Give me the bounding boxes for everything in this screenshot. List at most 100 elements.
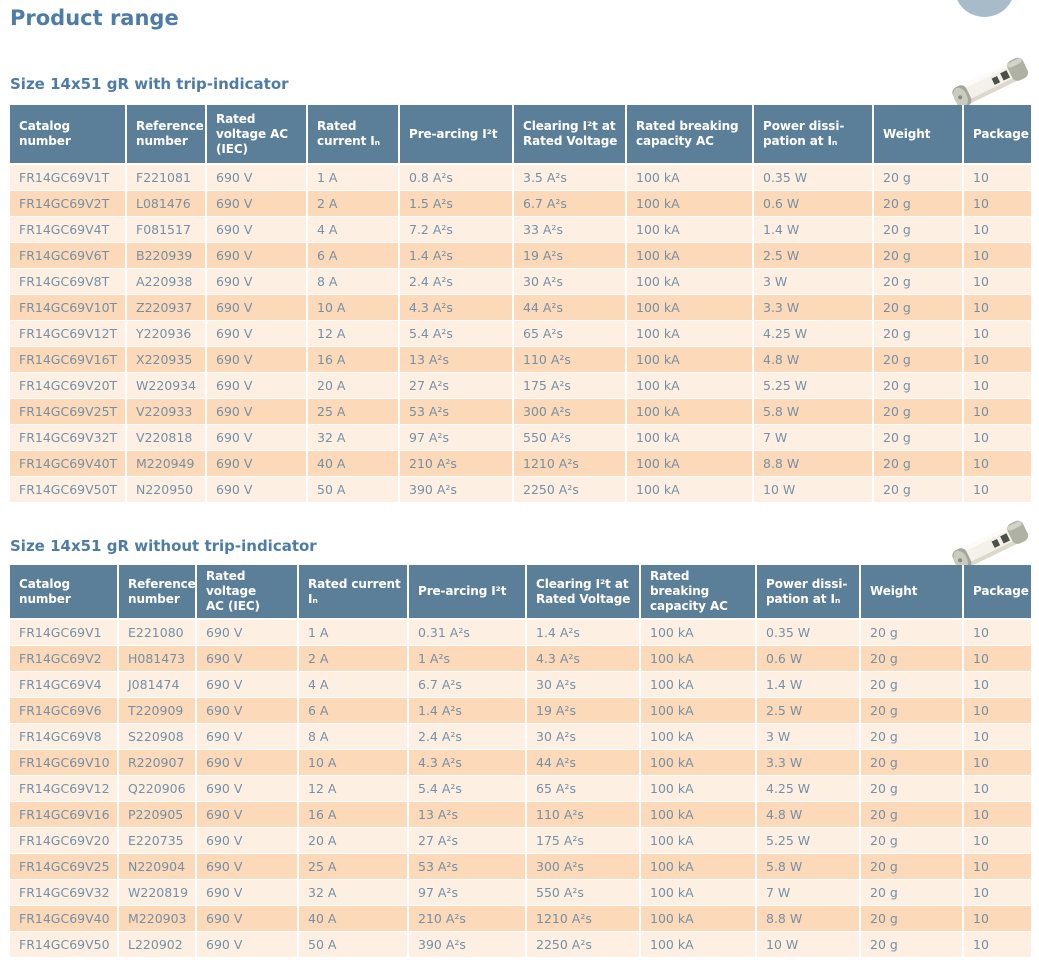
table-cell: E221080 [119, 620, 197, 646]
table-row: FR14GC69V20T W220934 690 V 20 A 27 A²s 175 A²… [10, 373, 1031, 399]
table-cell: 10 [964, 477, 1031, 503]
table-cell: 5.8 W [754, 399, 874, 425]
table-cell: 690 V [207, 451, 308, 477]
table-cell: 8 A [299, 724, 409, 750]
table-cell: 25 A [299, 854, 409, 880]
table-cell: 20 g [861, 620, 964, 646]
table-cell: 100 kA [641, 854, 757, 880]
table-cell: 6.7 A²s [514, 191, 627, 217]
table-cell: 100 kA [641, 698, 757, 724]
table-cell: 97 A²s [400, 425, 514, 451]
table-cell: 20 g [861, 698, 964, 724]
table-cell: 300 A²s [527, 854, 641, 880]
table-cell: M220903 [119, 906, 197, 932]
table-cell: 10 [964, 425, 1031, 451]
table-cell: 1.5 A²s [400, 191, 514, 217]
table-cell: 19 A²s [514, 243, 627, 269]
table-cell: B220939 [127, 243, 207, 269]
table-cell: 100 kA [641, 750, 757, 776]
table-cell: 100 kA [641, 802, 757, 828]
table-cell: 100 kA [641, 620, 757, 646]
table-cell: 7 W [757, 880, 861, 906]
table-cell: F081517 [127, 217, 207, 243]
table-cell: 8 A [308, 269, 400, 295]
table-cell: 10 [964, 347, 1031, 373]
table-cell: 40 A [308, 451, 400, 477]
table-cell: FR14GC69V50T [10, 477, 127, 503]
table-cell: 210 A²s [409, 906, 527, 932]
table-cell: 7 W [754, 425, 874, 451]
table-cell: 10 [964, 243, 1031, 269]
table-cell: 2250 A²s [527, 932, 641, 958]
table-cell: 100 kA [627, 425, 754, 451]
table-cell: 20 g [861, 854, 964, 880]
table-cell: 0.35 W [757, 620, 861, 646]
table-cell: 690 V [207, 373, 308, 399]
table-cell: 2.4 A²s [409, 724, 527, 750]
page-title: Product range [10, 6, 179, 30]
column-header: Power dissi- pation at Iₙ [754, 105, 874, 165]
table-cell: N220904 [119, 854, 197, 880]
table-cell: FR14GC69V20 [10, 828, 119, 854]
table-cell: M220949 [127, 451, 207, 477]
table-cell: 3.3 W [754, 295, 874, 321]
table-cell: 10 [964, 191, 1031, 217]
table-cell: 5.4 A²s [409, 776, 527, 802]
table-row: FR14GC69V12 Q220906 690 V 12 A 5.4 A²s 65 A²s… [10, 776, 1031, 802]
table-cell: 110 A²s [514, 347, 627, 373]
table-cell: 16 A [299, 802, 409, 828]
corner-circle-decoration [954, 0, 1015, 17]
table-cell: FR14GC69V32 [10, 880, 119, 906]
table-cell: 30 A²s [514, 269, 627, 295]
column-header: Rated voltage AC (IEC) [197, 565, 299, 620]
column-header: Catalog number [10, 565, 119, 620]
table-cell: 50 A [299, 932, 409, 958]
table-cell: 2 A [308, 191, 400, 217]
table-cell: FR14GC69V8 [10, 724, 119, 750]
table-cell: 33 A²s [514, 217, 627, 243]
column-header: Package [964, 565, 1031, 620]
table-row: FR14GC69V32T V220818 690 V 32 A 97 A²s 550 A²… [10, 425, 1031, 451]
column-header: Pre-arcing I²t [409, 565, 527, 620]
table-cell: 100 kA [627, 477, 754, 503]
table-cell: 100 kA [627, 217, 754, 243]
table-cell: 0.6 W [754, 191, 874, 217]
table-cell: 27 A²s [400, 373, 514, 399]
table-cell: P220905 [119, 802, 197, 828]
column-header: Package [964, 105, 1031, 165]
table-cell: 44 A²s [527, 750, 641, 776]
table-cell: 1 A [299, 620, 409, 646]
table-cell: 3.3 W [757, 750, 861, 776]
table-cell: 100 kA [627, 321, 754, 347]
table-cell: FR14GC69V8T [10, 269, 127, 295]
table-cell: 10 [964, 906, 1031, 932]
table-cell: 690 V [197, 698, 299, 724]
table-cell: 10 [964, 646, 1031, 672]
table-cell: 690 V [197, 646, 299, 672]
table-cell: 10 A [299, 750, 409, 776]
table-cell: 20 g [861, 802, 964, 828]
table-cell: FR14GC69V2 [10, 646, 119, 672]
table-cell: 100 kA [641, 880, 757, 906]
table-cell: 100 kA [641, 932, 757, 958]
column-header: Clearing I²t at Rated Voltage [527, 565, 641, 620]
table-cell: FR14GC69V16 [10, 802, 119, 828]
table-row: FR14GC69V16 P220905 690 V 16 A 13 A²s 110 A²s… [10, 802, 1031, 828]
table-cell: 110 A²s [527, 802, 641, 828]
table-cell: 4.3 A²s [409, 750, 527, 776]
table-cell: 50 A [308, 477, 400, 503]
table-cell: Q220906 [119, 776, 197, 802]
table-cell: 10 [964, 451, 1031, 477]
table-row: FR14GC69V25 N220904 690 V 25 A 53 A²s 300 A²s… [10, 854, 1031, 880]
table-cell: V220933 [127, 399, 207, 425]
table-cell: 5.8 W [757, 854, 861, 880]
column-header: Weight [874, 105, 964, 165]
table-cell: 10 W [754, 477, 874, 503]
table-cell: 100 kA [641, 724, 757, 750]
table-cell: 8.8 W [757, 906, 861, 932]
table-cell: 30 A²s [527, 724, 641, 750]
